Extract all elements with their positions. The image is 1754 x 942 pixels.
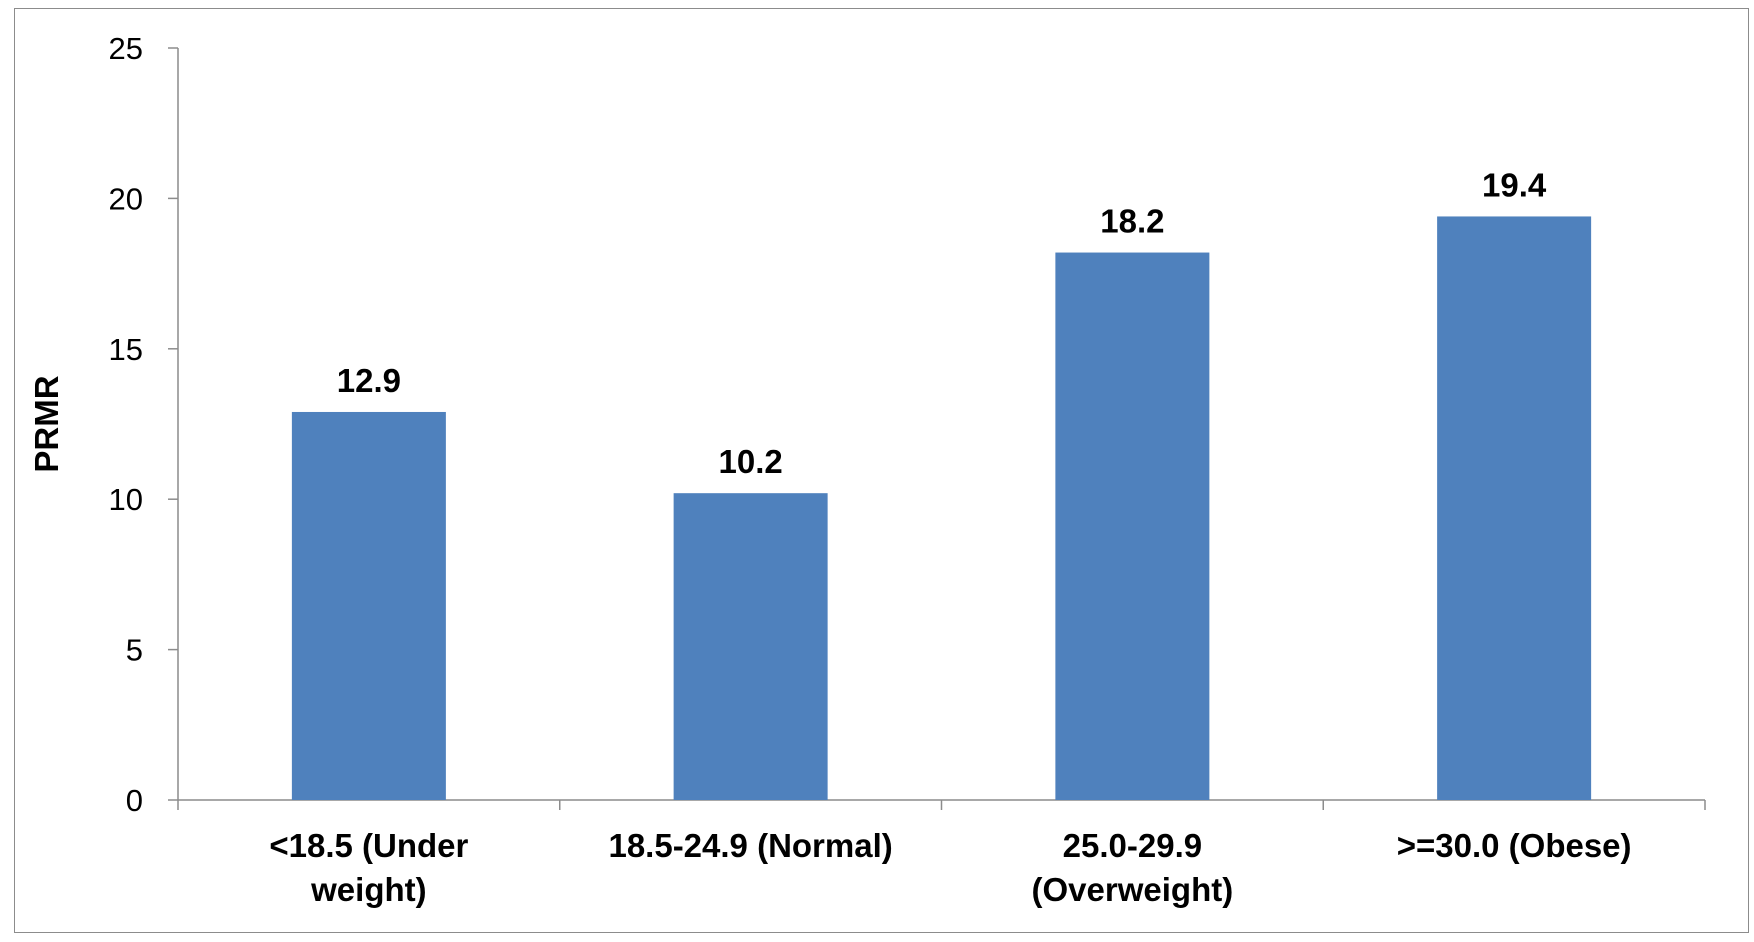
x-tick-label: <18.5 (Under weight) — [269, 827, 468, 908]
bar — [1055, 252, 1210, 800]
x-tick-label: 25.0-29.9 (Overweight) — [1032, 827, 1234, 908]
y-tick-label: 5 — [126, 633, 143, 668]
y-tick-label: 25 — [109, 31, 143, 66]
bars — [291, 216, 1592, 800]
bar-value-label: 18.2 — [1100, 203, 1164, 240]
x-tick-label: >=30.0 (Obese) — [1397, 827, 1632, 864]
bar-value-label: 19.4 — [1482, 166, 1547, 203]
bar-value-label: 10.2 — [719, 443, 783, 480]
y-axis-title: PRMR — [28, 375, 65, 472]
y-tick-label: 0 — [126, 783, 143, 818]
bar — [291, 411, 446, 800]
x-tick-label: 18.5-24.9 (Normal) — [608, 827, 892, 864]
labels: 12.9 <18.5 (Under weight) 10.2 18.5-24.9 (No… — [269, 166, 1631, 908]
y-tick-label: 15 — [109, 332, 143, 367]
y-tick-label: 10 — [109, 482, 143, 517]
y-tick-label: 20 — [109, 181, 143, 216]
bar — [1437, 216, 1592, 800]
bar-value-label: 12.9 — [337, 362, 401, 399]
bar — [673, 493, 828, 800]
